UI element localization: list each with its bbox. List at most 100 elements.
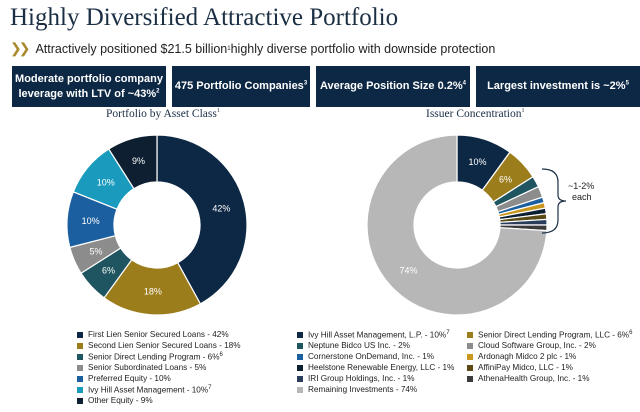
legend-label-text: Preferred Equity - 10% — [88, 374, 171, 383]
stat-box-largest: Largest investment is ~2%5 — [476, 66, 640, 107]
legend-footnote: 6 — [629, 330, 633, 336]
legend-label-text: Other Equity - 9% — [88, 396, 153, 405]
legend-label-text: Ivy Hill Asset Management - 10% — [88, 385, 209, 395]
stat-line: 475 Portfolio Companies — [174, 80, 304, 93]
legend-label-text: Senior Direct Lending Program - 6% — [88, 352, 220, 362]
legend-label-text: AffiniPay Midco, LLC - 1% — [478, 363, 573, 372]
stat-footnote: 4 — [462, 80, 466, 87]
legend-swatch — [467, 342, 473, 349]
slice-data-label: 10% — [469, 157, 487, 167]
legend-label: AffiniPay Midco, LLC - 1% — [478, 363, 573, 372]
slice-data-label: 10% — [82, 216, 100, 226]
legend-item: Ivy Hill Asset Management, L.P. - 10%7 — [297, 330, 450, 340]
legend-label: Senior Direct Lending Program - 6%6 — [88, 352, 223, 362]
legend-swatch — [297, 375, 303, 382]
slice-data-label: 6% — [499, 174, 512, 184]
chart-title-issuer: Issuer Concentration1 — [426, 108, 525, 120]
legend-swatch — [77, 397, 83, 404]
chart-title-text: Issuer Concentration — [426, 108, 522, 120]
legend-label: Neptune Bidco US Inc. - 2% — [308, 341, 410, 350]
legend-swatch — [467, 353, 473, 360]
small-slices-bracket — [541, 168, 567, 234]
stat-box-companies: 475 Portfolio Companies3 — [172, 66, 310, 107]
legend-item: Heelstone Renewable Energy, LLC - 1% — [297, 363, 454, 372]
stat-line: Moderate portfolio company — [15, 73, 163, 86]
stat-footnote: 3 — [303, 80, 308, 87]
slice-data-label: 42% — [212, 203, 230, 213]
issuer-legend: Ivy Hill Asset Management, L.P. - 10%7 Ne… — [297, 330, 637, 410]
legend-item: Second Lien Senior Secured Loans - 18% — [77, 341, 240, 350]
issuer-concentration-donut-chart: 10% 6% 74% — [366, 134, 548, 316]
legend-item: First Lien Senior Secured Loans - 42% — [77, 330, 229, 339]
stat-footnote: 5 — [625, 80, 629, 87]
legend-item: Cloud Software Group, Inc. - 2% — [467, 341, 596, 350]
legend-label: IRI Group Holdings, Inc. - 1% — [308, 374, 414, 383]
legend-label-text: Second Lien Senior Secured Loans - 18% — [88, 341, 241, 350]
legend-label: Heelstone Renewable Energy, LLC - 1% — [308, 363, 454, 372]
legend-label: Remaining Investments - 74% — [308, 385, 417, 394]
slice-data-label: 6% — [102, 266, 115, 276]
stat-box-avg-position: Average Position Size 0.2%4 — [316, 66, 470, 107]
legend-label: Second Lien Senior Secured Loans - 18% — [88, 341, 240, 350]
legend-swatch — [297, 386, 303, 393]
stat-line: leverage with LTV of ~43% — [18, 87, 157, 100]
asset-class-legend: First Lien Senior Secured Loans - 42% Sec… — [77, 330, 277, 410]
chart-title-footnote: 1 — [521, 108, 525, 115]
slice-data-label: 5% — [89, 246, 102, 256]
chart-title-text: Portfolio by Asset Class — [106, 108, 217, 120]
legend-label: Senior Subordinated Loans - 5% — [88, 363, 206, 372]
annotation-line: each — [572, 192, 592, 202]
double-chevron-icon: ❯❯ — [10, 40, 31, 56]
legend-item: Preferred Equity - 10% — [77, 374, 171, 383]
legend-item: Cornerstone OnDemand, Inc. - 1% — [297, 352, 434, 361]
legend-swatch — [77, 375, 83, 382]
subtitle-footnote: 1 — [227, 45, 231, 52]
legend-label: Senior Direct Lending Program, LLC - 6%6 — [478, 330, 632, 340]
legend-label-text: Remaining Investments - 74% — [308, 385, 418, 394]
legend-label: Ardonagh Midco 2 plc - 1% — [478, 352, 576, 361]
legend-label: Cornerstone OnDemand, Inc. - 1% — [308, 352, 434, 361]
asset-class-donut-chart: 42% 18% 6%5% 10% 10% 9% — [66, 134, 248, 316]
legend-label: Preferred Equity - 10% — [88, 374, 171, 383]
legend-swatch — [297, 364, 303, 371]
legend-swatch — [77, 331, 83, 338]
legend-label-text: Neptune Bidco US Inc. - 2% — [308, 341, 410, 350]
legend-swatch — [297, 353, 303, 360]
legend-swatch — [297, 342, 303, 349]
legend-swatch — [77, 342, 83, 349]
slice-data-label: 9% — [132, 156, 145, 166]
donut-slice-other-equity-9 — [107, 134, 158, 190]
legend-label-text: Heelstone Renewable Energy, LLC - 1% — [308, 363, 455, 372]
slice-data-label: 74% — [400, 266, 418, 276]
page-subtitle: ❯❯ Attractively positioned $21.5 billion… — [10, 40, 495, 57]
legend-item: Ardonagh Midco 2 plc - 1% — [467, 352, 576, 361]
legend-item: IRI Group Holdings, Inc. - 1% — [297, 374, 414, 383]
stat-line: Largest investment is ~2% — [487, 80, 626, 93]
subtitle-text-pre: Attractively positioned $21.5 billion — [35, 41, 228, 56]
chart-title-asset-class: Portfolio by Asset Class1 — [106, 108, 220, 120]
legend-label: Ivy Hill Asset Management, L.P. - 10%7 — [308, 330, 450, 340]
legend-footnote: 7 — [446, 330, 450, 336]
donut-slice-remaining-investments-74 — [366, 134, 548, 316]
legend-swatch — [467, 364, 473, 371]
legend-item: Senior Subordinated Loans - 5% — [77, 363, 206, 372]
legend-label: First Lien Senior Secured Loans - 42% — [88, 330, 229, 339]
legend-label: Other Equity - 9% — [88, 396, 153, 405]
stat-box-leverage: Moderate portfolio company leverage with … — [12, 66, 166, 107]
chart-title-footnote: 1 — [216, 108, 220, 115]
legend-footnote: 6 — [219, 352, 223, 358]
legend-swatch — [297, 331, 303, 338]
legend-item: Neptune Bidco US Inc. - 2% — [297, 341, 410, 350]
legend-label-text: Senior Subordinated Loans - 5% — [88, 363, 207, 372]
legend-swatch — [77, 364, 83, 371]
subtitle-text-post: highly diverse portfolio with downside p… — [230, 41, 496, 56]
legend-swatch — [77, 386, 83, 393]
small-slices-annotation: ~1-2% each — [568, 181, 594, 203]
stat-footnote: 2 — [156, 87, 160, 94]
legend-label-text: First Lien Senior Secured Loans - 42% — [88, 330, 229, 339]
legend-swatch — [467, 331, 473, 338]
legend-footnote: 7 — [208, 385, 212, 391]
legend-label-text: Cornerstone OnDemand, Inc. - 1% — [308, 352, 435, 361]
legend-swatch — [77, 353, 83, 360]
legend-label: Cloud Software Group, Inc. - 2% — [478, 341, 596, 350]
